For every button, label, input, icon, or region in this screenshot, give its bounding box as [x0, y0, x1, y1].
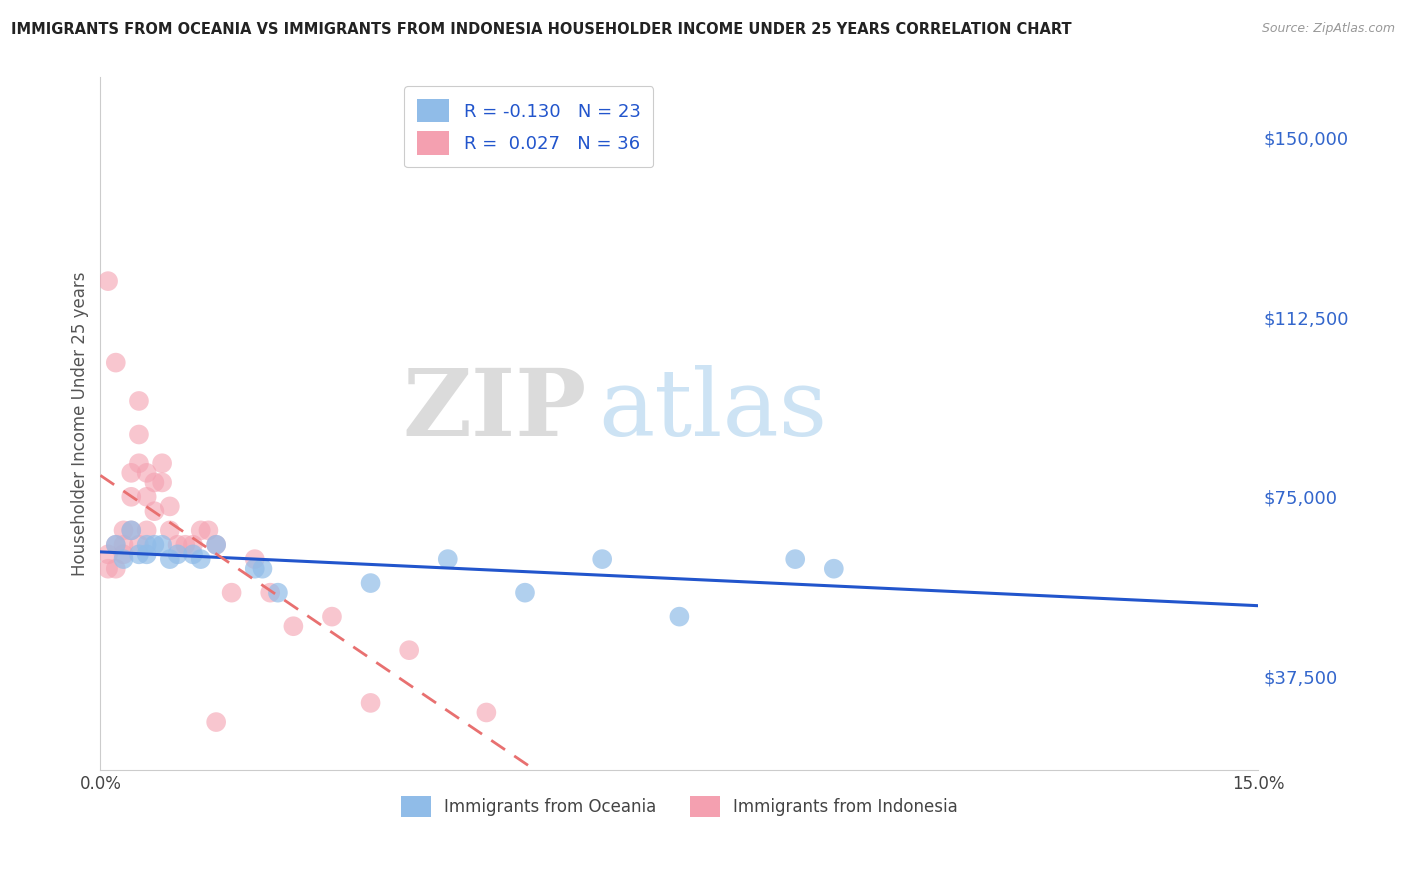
Point: [475, 706, 498, 720]
Point: [436, 552, 458, 566]
Point: [120, 524, 142, 538]
Point: [205, 538, 228, 552]
Point: [112, 552, 135, 566]
Text: IMMIGRANTS FROM OCEANIA VS IMMIGRANTS FROM INDONESIA HOUSEHOLDER INCOME UNDER 25: IMMIGRANTS FROM OCEANIA VS IMMIGRANTS FR…: [11, 22, 1071, 37]
Point: [135, 538, 157, 552]
Point: [205, 538, 228, 552]
Point: [785, 552, 807, 566]
Point: [159, 500, 181, 514]
Point: [150, 456, 173, 470]
Point: [104, 356, 127, 370]
Point: [398, 643, 420, 657]
Point: [135, 524, 157, 538]
Point: [159, 524, 181, 538]
Point: [181, 538, 204, 552]
Point: [97, 547, 120, 561]
Point: [97, 274, 120, 288]
Point: [259, 585, 281, 599]
Y-axis label: Householder Income Under 25 years: Householder Income Under 25 years: [72, 271, 89, 576]
Point: [112, 547, 135, 561]
Point: [321, 609, 343, 624]
Legend: Immigrants from Oceania, Immigrants from Indonesia: Immigrants from Oceania, Immigrants from…: [394, 789, 965, 824]
Point: [668, 609, 690, 624]
Point: [104, 538, 127, 552]
Point: [128, 427, 150, 442]
Point: [159, 552, 181, 566]
Point: [360, 696, 382, 710]
Point: [128, 547, 150, 561]
Point: [135, 547, 157, 561]
Point: [221, 585, 243, 599]
Point: [252, 562, 274, 576]
Point: [143, 475, 166, 490]
Point: [823, 562, 845, 576]
Point: [591, 552, 613, 566]
Point: [243, 562, 266, 576]
Point: [135, 466, 157, 480]
Point: [166, 538, 188, 552]
Point: [143, 538, 166, 552]
Point: [205, 714, 228, 729]
Text: Source: ZipAtlas.com: Source: ZipAtlas.com: [1261, 22, 1395, 36]
Point: [120, 466, 142, 480]
Point: [513, 585, 536, 599]
Point: [97, 562, 120, 576]
Point: [174, 538, 197, 552]
Text: ZIP: ZIP: [402, 365, 586, 455]
Point: [104, 538, 127, 552]
Point: [120, 524, 142, 538]
Point: [150, 538, 173, 552]
Point: [104, 562, 127, 576]
Point: [267, 585, 290, 599]
Point: [360, 576, 382, 591]
Text: atlas: atlas: [599, 365, 828, 455]
Point: [243, 552, 266, 566]
Point: [150, 475, 173, 490]
Point: [128, 538, 150, 552]
Point: [283, 619, 305, 633]
Point: [190, 552, 212, 566]
Point: [128, 393, 150, 408]
Point: [197, 524, 219, 538]
Point: [181, 547, 204, 561]
Point: [128, 456, 150, 470]
Point: [166, 547, 188, 561]
Point: [143, 504, 166, 518]
Point: [112, 538, 135, 552]
Point: [135, 490, 157, 504]
Point: [120, 490, 142, 504]
Point: [112, 524, 135, 538]
Point: [190, 524, 212, 538]
